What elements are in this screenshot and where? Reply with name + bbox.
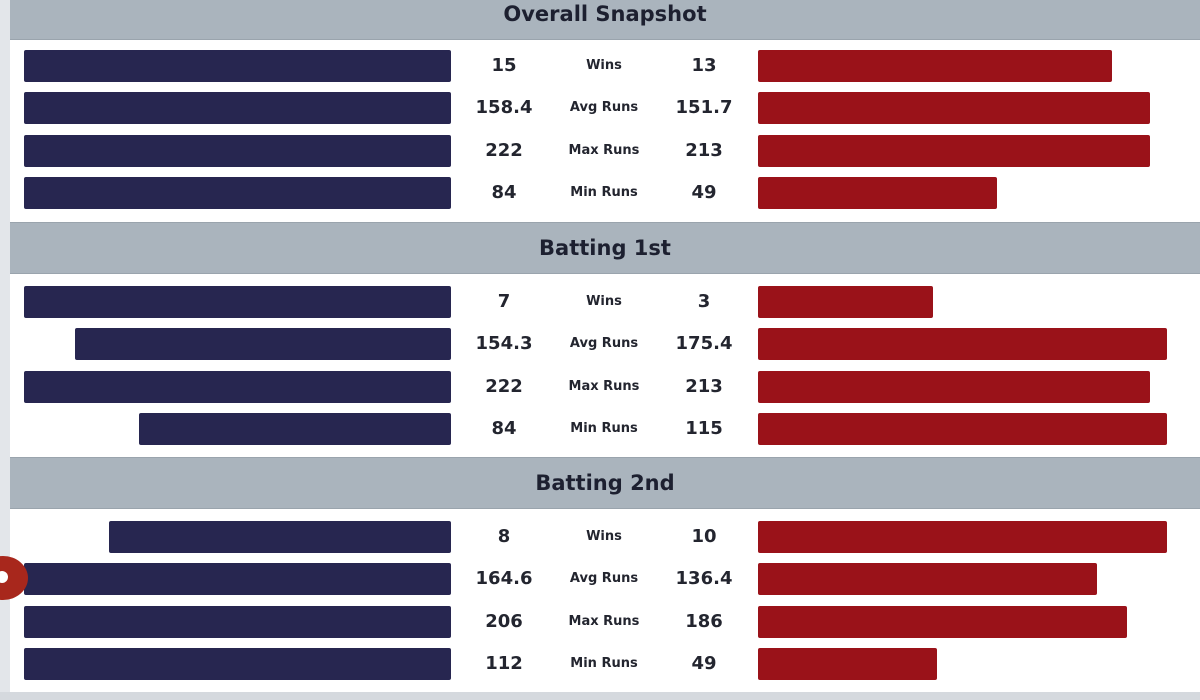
metric-label-wins: Wins <box>586 529 622 544</box>
bar-left-wins <box>24 286 451 318</box>
stat-row-wins: 15 Wins 13 <box>0 50 1200 82</box>
stat-row-avg-runs: 154.3 Avg Runs 175.4 <box>0 328 1200 360</box>
bar-right-min-runs <box>758 648 937 680</box>
bar-right-max-runs <box>758 371 1150 403</box>
bar-left-avg-runs <box>24 92 451 124</box>
value-right-max-runs: 213 <box>685 376 723 397</box>
bar-left-max-runs <box>24 135 451 167</box>
metric-label-max-runs: Max Runs <box>568 614 640 629</box>
value-left-wins: 7 <box>497 291 511 312</box>
metric-label-min-runs: Min Runs <box>570 421 638 436</box>
stat-row-min-runs: 84 Min Runs 49 <box>0 177 1200 209</box>
bottom-edge-strip <box>0 692 1200 700</box>
left-edge-strip <box>0 0 10 700</box>
stat-row-max-runs: 206 Max Runs 186 <box>0 606 1200 638</box>
value-right-min-runs: 49 <box>691 653 717 674</box>
bar-right-max-runs <box>758 135 1150 167</box>
value-right-wins: 3 <box>697 291 711 312</box>
value-left-wins: 8 <box>497 526 511 547</box>
bar-right-max-runs <box>758 606 1127 638</box>
value-right-min-runs: 49 <box>691 182 717 203</box>
section-header-batting-1st: Batting 1st <box>10 222 1200 274</box>
bar-right-wins <box>758 50 1112 82</box>
section-header-batting-2nd: Batting 2nd <box>10 457 1200 509</box>
bar-left-min-runs <box>139 413 451 445</box>
bar-right-avg-runs <box>758 563 1097 595</box>
value-right-avg-runs: 175.4 <box>675 333 733 354</box>
value-left-wins: 15 <box>491 55 517 76</box>
value-left-max-runs: 206 <box>485 611 523 632</box>
value-right-max-runs: 213 <box>685 140 723 161</box>
value-left-min-runs: 112 <box>485 653 523 674</box>
bar-left-wins <box>109 521 451 553</box>
value-left-min-runs: 84 <box>491 418 517 439</box>
bar-left-max-runs <box>24 371 451 403</box>
value-left-avg-runs: 164.6 <box>475 568 533 589</box>
stat-row-avg-runs: 164.6 Avg Runs 136.4 <box>0 563 1200 595</box>
bar-left-avg-runs <box>75 328 451 360</box>
value-left-max-runs: 222 <box>485 376 523 397</box>
bar-left-avg-runs <box>24 563 451 595</box>
bar-left-min-runs <box>24 648 451 680</box>
bar-left-min-runs <box>24 177 451 209</box>
value-left-avg-runs: 154.3 <box>475 333 533 354</box>
stat-row-min-runs: 112 Min Runs 49 <box>0 648 1200 680</box>
bar-left-wins <box>24 50 451 82</box>
section-header-overall-snapshot: Overall Snapshot <box>10 0 1200 40</box>
metric-label-max-runs: Max Runs <box>568 379 640 394</box>
bar-right-min-runs <box>758 413 1167 445</box>
value-left-avg-runs: 158.4 <box>475 97 533 118</box>
metric-label-wins: Wins <box>586 294 622 309</box>
value-right-avg-runs: 151.7 <box>675 97 733 118</box>
value-right-wins: 13 <box>691 55 717 76</box>
bar-right-min-runs <box>758 177 997 209</box>
bar-right-avg-runs <box>758 328 1167 360</box>
stat-row-max-runs: 222 Max Runs 213 <box>0 135 1200 167</box>
bar-right-avg-runs <box>758 92 1150 124</box>
value-left-min-runs: 84 <box>491 182 517 203</box>
stat-row-wins: 7 Wins 3 <box>0 286 1200 318</box>
value-right-wins: 10 <box>691 526 717 547</box>
bar-left-max-runs <box>24 606 451 638</box>
metric-label-avg-runs: Avg Runs <box>569 100 639 115</box>
metric-label-avg-runs: Avg Runs <box>569 336 639 351</box>
metric-label-min-runs: Min Runs <box>570 656 638 671</box>
stat-row-avg-runs: 158.4 Avg Runs 151.7 <box>0 92 1200 124</box>
value-right-min-runs: 115 <box>685 418 723 439</box>
bar-right-wins <box>758 286 933 318</box>
metric-label-avg-runs: Avg Runs <box>569 571 639 586</box>
stat-row-wins: 8 Wins 10 <box>0 521 1200 553</box>
value-right-avg-runs: 136.4 <box>675 568 733 589</box>
value-right-max-runs: 186 <box>685 611 723 632</box>
metric-label-wins: Wins <box>586 58 622 73</box>
stat-row-min-runs: 84 Min Runs 115 <box>0 413 1200 445</box>
metric-label-min-runs: Min Runs <box>570 185 638 200</box>
metric-label-max-runs: Max Runs <box>568 143 640 158</box>
bar-right-wins <box>758 521 1167 553</box>
value-left-max-runs: 222 <box>485 140 523 161</box>
stat-row-max-runs: 222 Max Runs 213 <box>0 371 1200 403</box>
